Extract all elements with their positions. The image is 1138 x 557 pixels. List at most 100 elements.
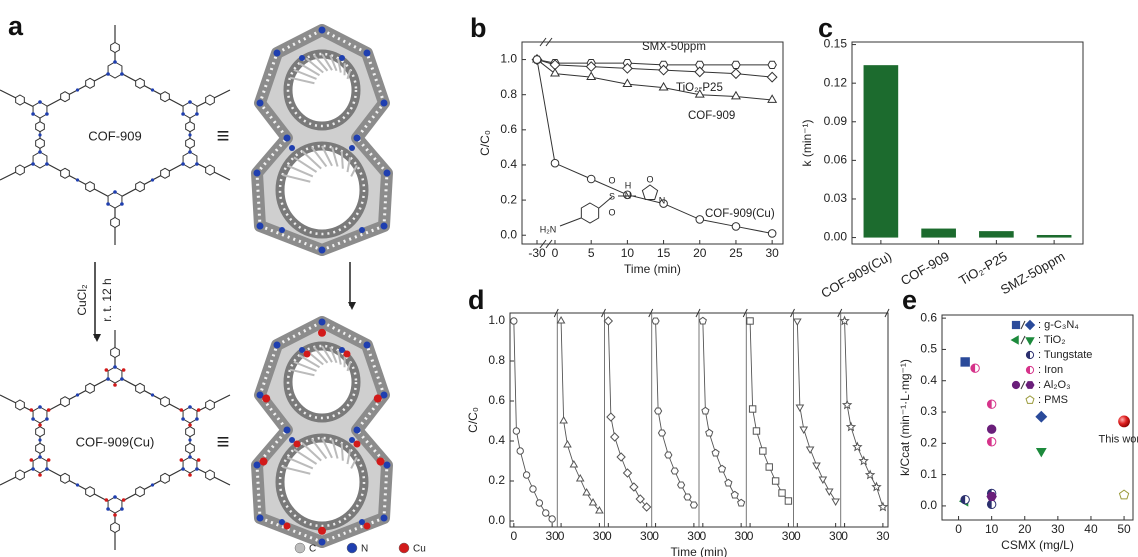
data-point <box>695 60 705 69</box>
y-tick-label: 0.4 <box>920 373 937 387</box>
shading <box>321 53 333 71</box>
data-point <box>664 451 673 459</box>
data-point <box>698 316 707 325</box>
n-atom <box>339 347 345 353</box>
ring <box>205 164 215 176</box>
shading <box>286 456 314 470</box>
copper <box>188 473 192 477</box>
data-point <box>960 357 970 367</box>
data-point <box>852 441 863 452</box>
data-point <box>858 455 869 466</box>
data-point <box>695 215 705 224</box>
copper <box>104 498 109 502</box>
ring <box>35 442 45 454</box>
data-point <box>658 81 669 91</box>
ring <box>205 469 215 481</box>
n-atom <box>289 437 295 443</box>
data-point <box>651 317 660 325</box>
nitrogen <box>106 507 110 511</box>
copper <box>121 498 126 502</box>
cu-atom <box>283 522 291 530</box>
ring <box>85 181 95 193</box>
data-point <box>510 317 518 325</box>
x-tick-label: 30 <box>1051 522 1065 536</box>
data-point <box>711 448 720 457</box>
data-point <box>629 482 639 492</box>
series-label: COF-909(Cu) <box>705 208 775 220</box>
cu-atom <box>303 350 311 358</box>
nitrogen <box>75 393 80 397</box>
data-point <box>677 481 686 489</box>
cu-atom <box>376 457 385 466</box>
data-point <box>532 55 542 64</box>
nitrogen <box>188 455 192 459</box>
nitrogen <box>45 112 49 116</box>
n-atom <box>380 391 388 399</box>
x-tick-label: 50 <box>1117 522 1131 536</box>
shading <box>329 54 338 72</box>
n-atom <box>383 461 391 469</box>
inset-label: O <box>608 175 615 185</box>
data-point <box>724 478 733 487</box>
y-tick-label: 0.4 <box>500 157 517 171</box>
molecule <box>0 330 231 550</box>
shading <box>311 438 328 460</box>
inset-label: O <box>608 207 615 217</box>
n-atom <box>380 514 388 522</box>
copper <box>179 408 184 412</box>
data-point <box>694 66 706 78</box>
legend-marker <box>1025 365 1035 375</box>
x-tick-label: 0 <box>558 529 565 543</box>
ring <box>107 366 123 384</box>
x-tick-label: 40 <box>1084 522 1098 536</box>
data-point <box>812 462 821 470</box>
data-point <box>559 416 568 424</box>
nitrogen <box>106 377 110 381</box>
y-axis-label: C/C₀ <box>478 130 492 156</box>
data-point <box>748 405 757 413</box>
x-tick-label: 30 <box>687 529 701 543</box>
nitrogen <box>113 365 117 369</box>
pore-texture <box>286 52 358 128</box>
legend-marker <box>1011 380 1021 390</box>
nitrogen <box>45 417 49 421</box>
data-point <box>606 412 616 422</box>
axis-break <box>648 308 654 318</box>
shading <box>293 448 318 465</box>
data-point <box>658 64 670 76</box>
y-tick-label: 0.4 <box>488 433 505 447</box>
shading <box>298 354 320 369</box>
n-atom <box>283 426 291 434</box>
nitrogen <box>75 88 80 92</box>
data-point <box>623 190 632 200</box>
n-atom <box>253 461 261 469</box>
nitrogen <box>181 162 185 166</box>
pore-texture <box>278 144 366 236</box>
nitrogen <box>38 405 42 409</box>
equivalence: ≡ <box>217 123 230 148</box>
ring <box>32 456 48 474</box>
axis-break <box>545 239 553 249</box>
data-point <box>522 471 531 479</box>
nitrogen <box>75 178 80 182</box>
y-tick-label: 0.12 <box>824 75 848 89</box>
y-tick-label: 1.0 <box>500 52 517 66</box>
nitrogen <box>113 495 117 499</box>
data-point <box>610 432 620 442</box>
ring <box>135 382 145 394</box>
legend-marker <box>1025 395 1035 404</box>
nitrogen <box>195 417 199 421</box>
legend-marker <box>1010 335 1019 345</box>
copper <box>29 408 34 412</box>
nitrogen <box>181 467 185 471</box>
ring <box>32 406 48 424</box>
ring <box>110 521 120 534</box>
ring <box>107 496 123 514</box>
data-point <box>986 492 997 502</box>
ring <box>110 346 120 359</box>
n-atom <box>349 145 355 151</box>
data-point <box>877 501 889 512</box>
copper <box>196 408 201 412</box>
data-point <box>1035 410 1048 423</box>
shading <box>329 346 338 364</box>
